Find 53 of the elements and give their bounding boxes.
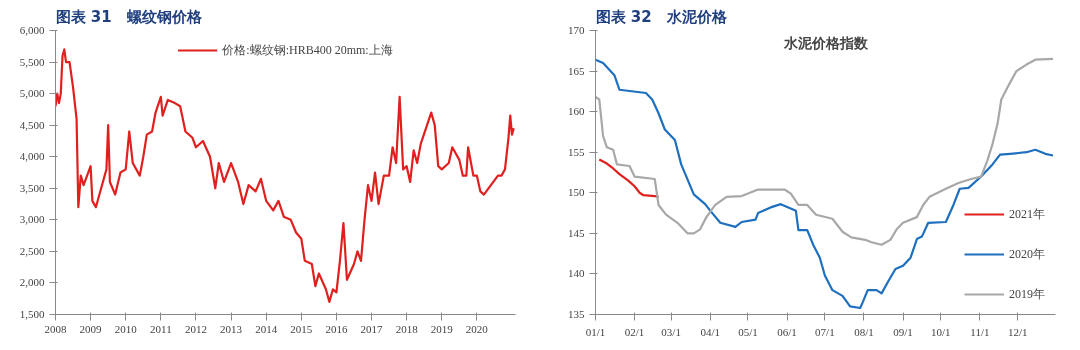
y-tick-label: 5,500: [19, 55, 45, 68]
y-tick-label: 2,500: [19, 244, 45, 257]
x-tick-label: 11/1: [970, 325, 990, 338]
x-tick-label: 2012: [184, 322, 207, 335]
x-tick-label: 2016: [325, 322, 348, 335]
x-tick-label: 01/1: [585, 325, 606, 338]
x-tick-label: 09/1: [893, 325, 913, 338]
legend-label: 2020年: [1009, 245, 1045, 263]
y-tick-label: 150: [568, 186, 585, 199]
y-tick-label: 5,000: [19, 87, 45, 100]
y-tick-label: 3,000: [19, 213, 45, 226]
x-tick-label: 2011: [150, 322, 172, 335]
chart-subtitle: 水泥价格指数: [782, 34, 869, 51]
line-series: [598, 158, 660, 198]
y-tick-label: 4,500: [19, 118, 45, 131]
x-tick-label: 08/1: [854, 325, 874, 338]
x-tick-label: 2014: [255, 322, 278, 335]
y-tick-label: 135: [568, 308, 585, 320]
x-tick-label: 03/1: [661, 325, 681, 338]
x-tick-label: 04/1: [700, 325, 720, 338]
y-tick-label: 165: [568, 64, 585, 77]
x-tick-label: 10/1: [931, 325, 951, 338]
chart-title: 图表 31 螺纹钢价格: [55, 7, 203, 26]
y-tick-label: 160: [568, 105, 585, 118]
x-tick-label: 2009: [79, 322, 103, 335]
x-tick-label: 02/1: [624, 325, 645, 338]
x-tick-label: 07/1: [815, 325, 835, 338]
y-tick-label: 6,000: [19, 24, 45, 36]
x-tick-label: 2015: [290, 322, 313, 335]
y-tick-label: 3,500: [19, 181, 45, 194]
x-tick-label: 05/1: [738, 325, 758, 338]
x-tick-label: 2008: [44, 322, 67, 335]
y-tick-label: 170: [568, 24, 585, 36]
x-tick-label: 2010: [114, 322, 138, 335]
x-tick-label: 2018: [395, 322, 419, 335]
x-tick-label: 12/1: [1007, 325, 1028, 338]
legend-label: 2021年: [1009, 205, 1045, 223]
x-tick-label: 2020: [465, 322, 489, 335]
chart-title: 图表 32 水泥价格: [595, 7, 728, 26]
x-tick-label: 2019: [430, 322, 454, 335]
line-series: [595, 57, 1055, 246]
x-tick-label: 2017: [360, 322, 384, 335]
legend-label: 2019年: [1009, 285, 1045, 303]
y-tick-label: 140: [568, 267, 585, 280]
legend-label: 价格:螺纹钢:HRB400 20mm:上海: [222, 41, 393, 59]
x-tick-label: 2013: [220, 322, 243, 335]
y-tick-label: 145: [568, 226, 585, 239]
y-tick-label: 155: [568, 145, 585, 158]
y-tick-label: 4,000: [19, 150, 45, 163]
x-tick-label: 06/1: [777, 325, 797, 338]
line-series: [595, 58, 1055, 310]
y-tick-label: 2,000: [19, 276, 45, 289]
y-tick-label: 1,500: [19, 308, 45, 320]
